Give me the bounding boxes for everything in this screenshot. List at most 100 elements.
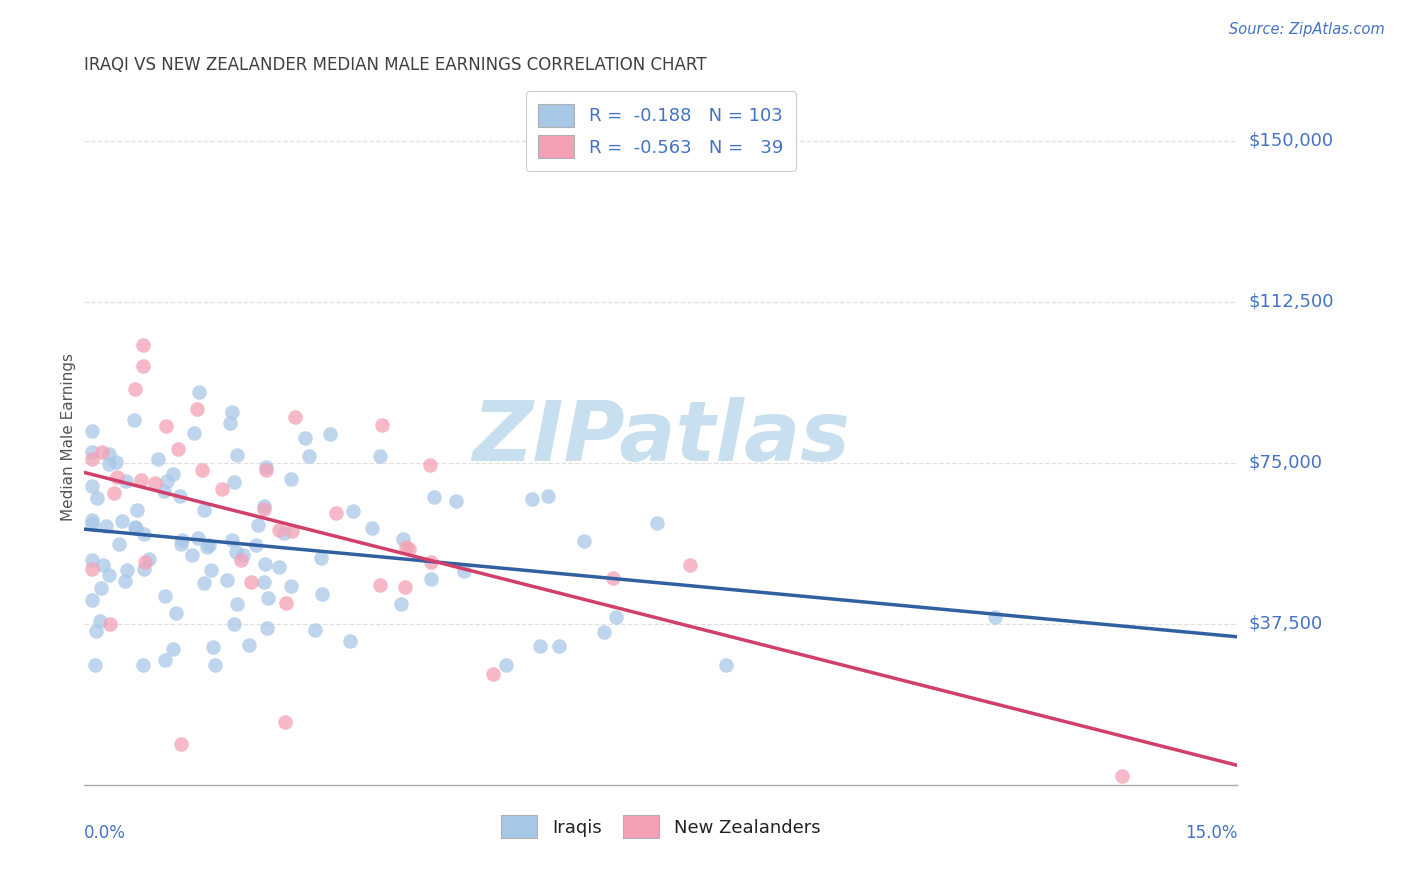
Point <box>419 572 441 586</box>
Point <box>274 715 297 730</box>
Point <box>97 568 120 582</box>
Legend: Iraqis, New Zealanders: Iraqis, New Zealanders <box>494 808 828 846</box>
Point <box>91 444 114 458</box>
Point <box>267 524 290 538</box>
Point <box>256 591 278 606</box>
Point <box>246 517 269 532</box>
Point <box>284 409 307 424</box>
Point <box>245 538 267 552</box>
Point <box>98 617 121 632</box>
Point <box>602 571 624 585</box>
Point <box>170 533 193 547</box>
Text: ZIPatlas: ZIPatlas <box>472 397 849 477</box>
Point <box>240 575 263 590</box>
Point <box>124 382 146 396</box>
Point <box>204 657 226 672</box>
Point <box>225 597 247 611</box>
Point <box>146 452 169 467</box>
Point <box>115 563 138 577</box>
Point <box>170 737 193 751</box>
Point <box>253 500 276 514</box>
Point <box>153 653 176 667</box>
Point <box>253 501 276 516</box>
Point <box>183 426 205 441</box>
Point <box>132 359 155 373</box>
Point <box>342 504 364 518</box>
Point <box>253 557 276 571</box>
Point <box>444 493 467 508</box>
Point <box>83 657 105 672</box>
Point <box>273 525 295 540</box>
Point <box>165 606 187 620</box>
Point <box>188 385 211 400</box>
Point <box>360 521 382 535</box>
Point <box>169 537 191 551</box>
Point <box>529 639 551 653</box>
Point <box>97 447 120 461</box>
Point <box>714 657 737 672</box>
Point <box>162 642 184 657</box>
Point <box>232 548 254 562</box>
Point <box>200 563 222 577</box>
Text: $37,500: $37,500 <box>1249 615 1323 633</box>
Point <box>153 589 176 603</box>
Point <box>80 516 103 531</box>
Point <box>124 519 146 533</box>
Point <box>537 490 560 504</box>
Point <box>1111 769 1133 783</box>
Point <box>111 515 134 529</box>
Point <box>80 562 103 576</box>
Point <box>80 445 103 459</box>
Point <box>167 442 190 457</box>
Point <box>197 541 219 555</box>
Point <box>80 513 103 527</box>
Point <box>105 469 128 483</box>
Text: 15.0%: 15.0% <box>1185 824 1237 842</box>
Point <box>221 405 243 419</box>
Point <box>605 610 627 624</box>
Text: Source: ZipAtlas.com: Source: ZipAtlas.com <box>1229 22 1385 37</box>
Point <box>983 610 1005 624</box>
Point <box>395 541 418 555</box>
Text: IRAQI VS NEW ZEALANDER MEDIAN MALE EARNINGS CORRELATION CHART: IRAQI VS NEW ZEALANDER MEDIAN MALE EARNI… <box>84 56 707 74</box>
Point <box>127 503 149 517</box>
Point <box>218 416 240 430</box>
Point <box>86 491 108 506</box>
Point <box>222 475 245 490</box>
Point <box>89 614 111 628</box>
Point <box>389 597 412 611</box>
Text: $75,000: $75,000 <box>1249 454 1323 472</box>
Point <box>187 531 209 545</box>
Point <box>169 489 191 503</box>
Point <box>156 474 179 488</box>
Point <box>319 427 342 442</box>
Point <box>94 519 117 533</box>
Point <box>221 533 243 547</box>
Point <box>254 460 277 475</box>
Point <box>226 448 249 462</box>
Point <box>114 574 136 589</box>
Point <box>104 455 127 469</box>
Point <box>143 476 166 491</box>
Point <box>186 401 208 416</box>
Point <box>211 482 233 496</box>
Point <box>254 463 277 477</box>
Point <box>80 479 103 493</box>
Point <box>90 581 112 595</box>
Point <box>103 486 125 500</box>
Point <box>280 579 302 593</box>
Point <box>193 575 215 590</box>
Point <box>593 624 616 639</box>
Point <box>280 524 302 538</box>
Point <box>80 452 103 467</box>
Point <box>645 516 668 530</box>
Point <box>325 506 347 520</box>
Point <box>482 666 505 681</box>
Point <box>267 560 290 574</box>
Point <box>572 533 595 548</box>
Point <box>419 556 441 570</box>
Y-axis label: Median Male Earnings: Median Male Earnings <box>60 353 76 521</box>
Point <box>98 457 121 471</box>
Point <box>132 657 155 672</box>
Point <box>191 462 214 476</box>
